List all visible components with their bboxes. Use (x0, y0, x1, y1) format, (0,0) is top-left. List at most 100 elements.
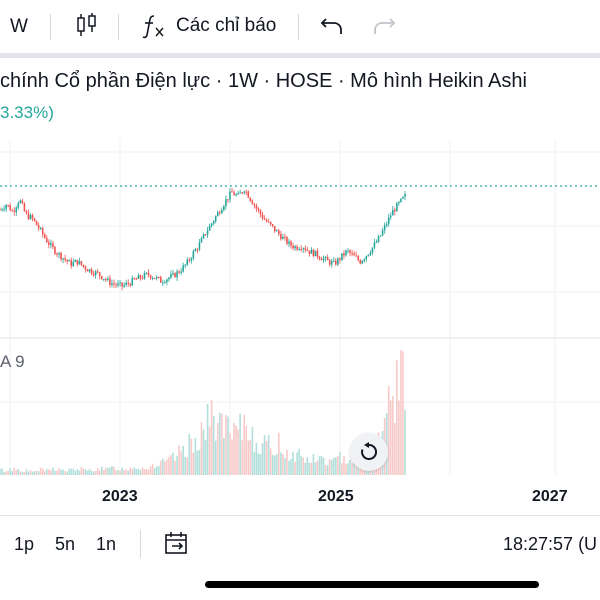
volume-bar (389, 400, 392, 475)
volume-bar (172, 452, 174, 475)
candle-body (17, 202, 20, 208)
candle-body (389, 215, 392, 218)
candle-body (371, 247, 374, 253)
volume-group (0, 350, 406, 475)
candle-body (328, 260, 331, 265)
volume-bar (322, 457, 325, 475)
volume-bar (396, 360, 398, 475)
indicators-label: Các chỉ báo (176, 15, 277, 36)
chart-title: chính Cổ phần Điện lực · 1W · HOSE · Mô … (0, 70, 527, 92)
candle-body (62, 258, 64, 260)
volume-bar (343, 455, 345, 475)
volume-bar (398, 400, 400, 475)
volume-bar (5, 471, 7, 475)
candle-body (251, 200, 254, 205)
candle-body (259, 210, 262, 215)
volume-bar (147, 469, 150, 475)
volume-bar (176, 455, 178, 475)
redo-button[interactable] (372, 15, 396, 37)
volume-bar (278, 432, 280, 475)
candle-body (70, 260, 73, 267)
candle-body (241, 192, 243, 194)
volume-bar (46, 469, 48, 475)
redo-icon (374, 18, 396, 34)
candle-body (332, 260, 335, 262)
volume-bar (80, 467, 83, 475)
volume-bar (153, 468, 156, 475)
volume-bar (43, 471, 46, 475)
candle-body (88, 269, 91, 272)
volume-bar (202, 429, 205, 475)
volume-bar (345, 463, 347, 475)
chart-type-button[interactable] (76, 12, 98, 38)
volume-bar (349, 459, 351, 475)
volume-bar (298, 448, 300, 475)
volume-bar (35, 471, 38, 475)
price-chart[interactable] (0, 140, 600, 480)
candle-body (398, 201, 400, 204)
volume-bar (265, 440, 268, 475)
range-button-1p[interactable]: 1p (14, 534, 35, 554)
candle-body (247, 191, 250, 198)
candle-body (367, 254, 370, 257)
candle-body (135, 278, 138, 280)
volume-bar (404, 409, 406, 475)
volume-bar (23, 471, 26, 475)
candle-body (46, 237, 48, 243)
volume-bar (37, 471, 40, 475)
candle-body (123, 284, 125, 287)
candle-body (50, 243, 52, 245)
volume-bar (314, 462, 317, 475)
candle-body (239, 192, 241, 194)
volume-bar (149, 466, 152, 475)
range-button-1n[interactable]: 1n (96, 534, 117, 554)
volume-bar (290, 458, 292, 475)
candle-body (184, 264, 187, 266)
undo-icon (320, 18, 342, 34)
chart-grid (0, 140, 600, 475)
candle-body (275, 230, 278, 232)
candle-body (127, 282, 130, 285)
candle-body (314, 250, 317, 257)
volume-bar (257, 453, 260, 475)
candle-body (288, 241, 290, 244)
candle-body (355, 255, 357, 257)
undo-button[interactable] (320, 15, 344, 37)
candle-body (341, 253, 343, 260)
volume-bar (92, 471, 95, 475)
volume-bar (318, 456, 321, 475)
candle-body (400, 198, 402, 202)
candle-body (162, 282, 164, 284)
reset-chart-button[interactable] (350, 433, 388, 471)
volume-bar (88, 468, 91, 475)
interval-label: W (10, 16, 28, 37)
interval-button[interactable]: W (10, 16, 28, 38)
x-tick-label: 2025 (318, 488, 354, 505)
volume-bar (288, 460, 290, 475)
candle-body (387, 217, 390, 224)
volume-bar (310, 462, 313, 475)
volume-bar (94, 471, 97, 475)
volume-bar (251, 426, 254, 475)
volume-bar (237, 429, 239, 475)
indicators-button[interactable]: Các chỉ báo (142, 13, 276, 39)
volume-bar (302, 457, 305, 475)
candle-body (263, 218, 266, 220)
goto-date-button[interactable] (164, 531, 190, 562)
volume-bar (15, 469, 18, 475)
candle-body (31, 215, 34, 219)
candle-body (280, 233, 282, 240)
candle-body (15, 207, 18, 213)
candle-body (196, 249, 199, 251)
volume-bar (141, 467, 144, 475)
candle-body (265, 219, 268, 222)
volume-bar (127, 470, 130, 475)
volume-bar (300, 455, 303, 475)
candle-body (243, 191, 246, 193)
range-button-5n[interactable]: 5n (55, 534, 76, 554)
volume-bar (11, 470, 14, 475)
volume-bar (72, 468, 75, 475)
volume-bar (119, 470, 121, 475)
volume-bar (133, 467, 136, 475)
volume-bar (263, 435, 266, 475)
